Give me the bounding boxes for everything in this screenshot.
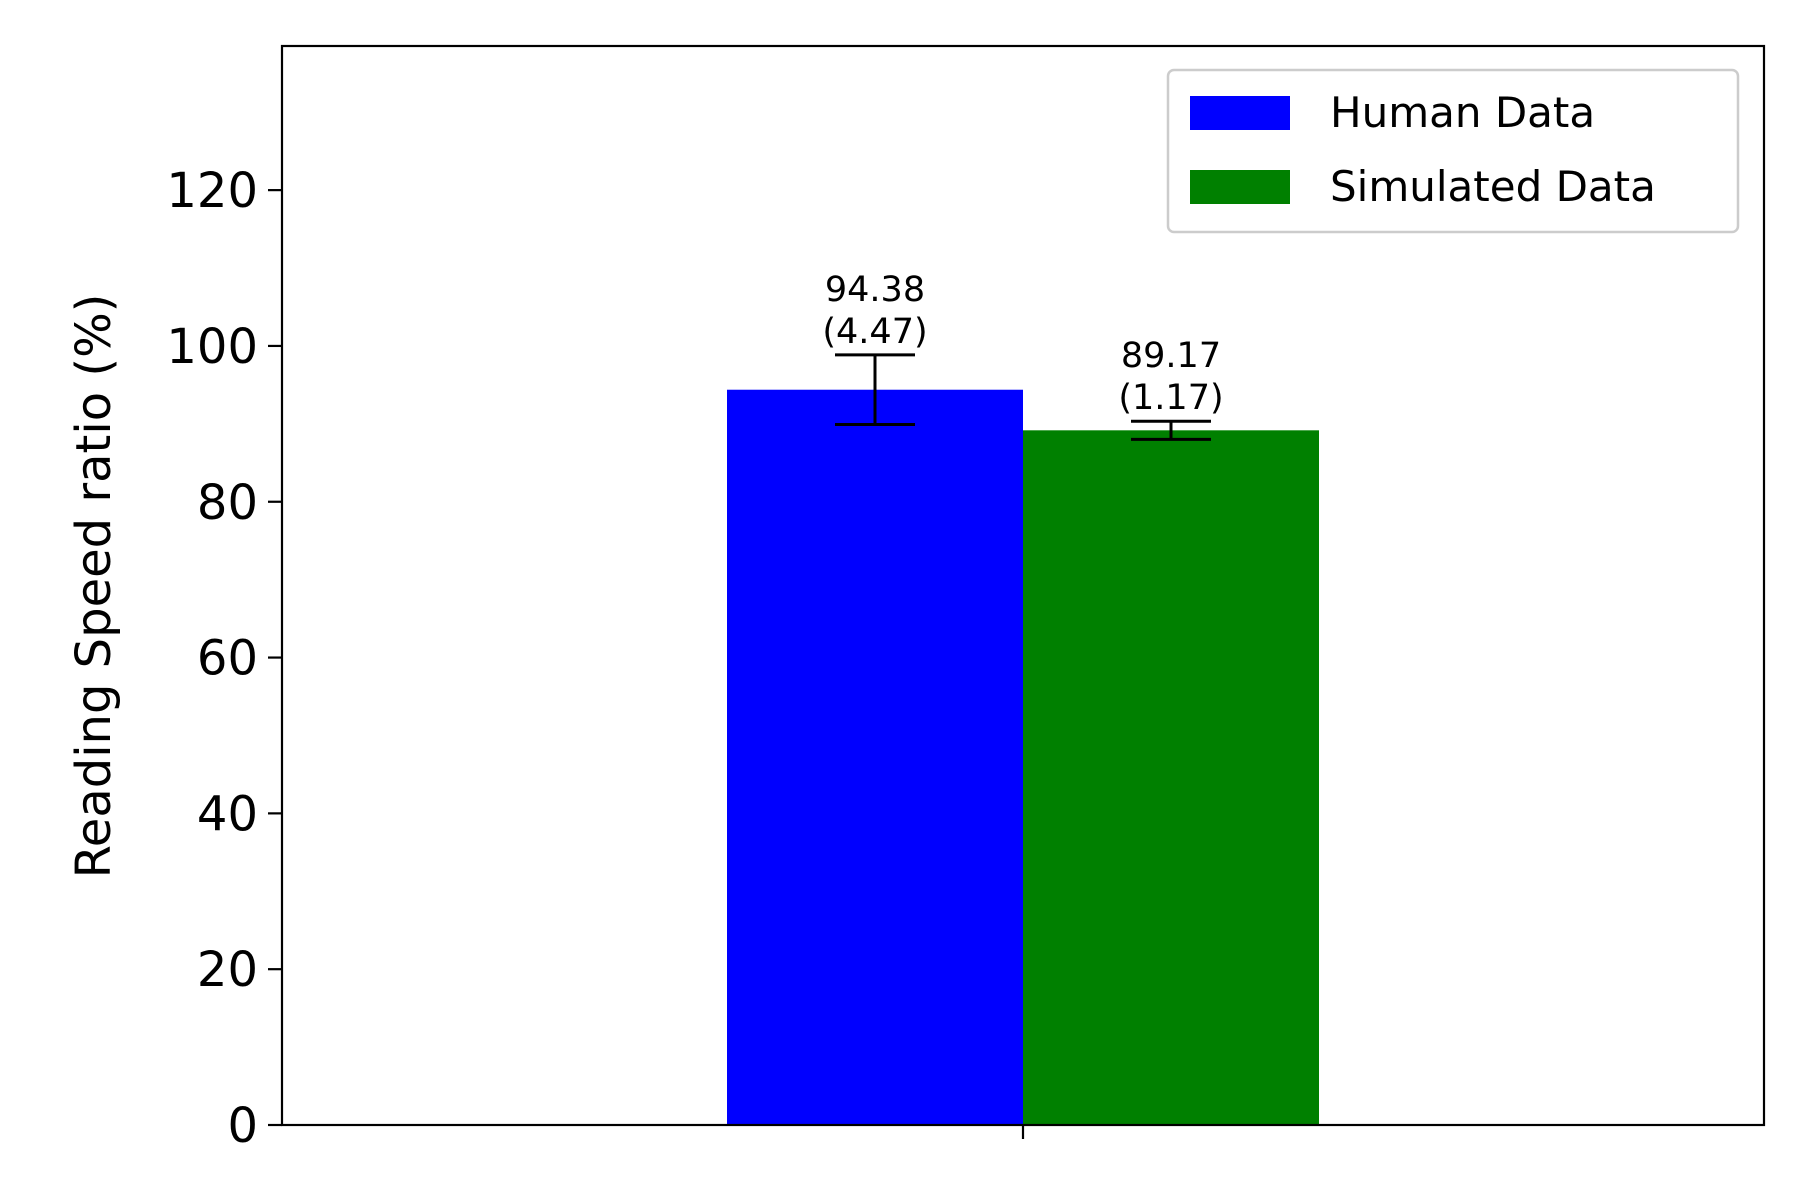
bar-1: [1023, 430, 1319, 1125]
data-label-value: 94.38: [825, 270, 925, 310]
y-axis: 0 20 40 60 80 100 120: [166, 163, 282, 1154]
y-axis-label: Reading Speed ratio (%): [66, 294, 122, 879]
bars-layer: [727, 389, 1319, 1125]
legend-swatch: [1190, 170, 1290, 204]
y-tick-label: 80: [197, 475, 258, 531]
y-tick-label: 100: [166, 319, 258, 375]
y-tick-label: 60: [197, 631, 258, 687]
legend-box: [1166, 68, 1740, 234]
legend-label: Human Data: [1330, 88, 1595, 137]
y-tick-label: 0: [227, 1098, 258, 1154]
y-tick-label: 120: [166, 163, 258, 219]
error-bars-layer: [835, 353, 1211, 441]
legend-swatch: [1190, 96, 1290, 130]
bar-0: [727, 389, 1023, 1125]
legend: Human Data Simulated Data: [1166, 68, 1740, 234]
data-label-error: (4.47): [822, 312, 927, 352]
data-label-value: 89.17: [1121, 336, 1221, 376]
y-tick-label: 20: [197, 942, 258, 998]
data-labels-layer: (4.47)94.38 (1.17)89.17: [822, 270, 1223, 418]
data-label-error: (1.17): [1118, 378, 1223, 418]
legend-label: Simulated Data: [1330, 162, 1656, 211]
y-tick-label: 40: [197, 786, 258, 842]
